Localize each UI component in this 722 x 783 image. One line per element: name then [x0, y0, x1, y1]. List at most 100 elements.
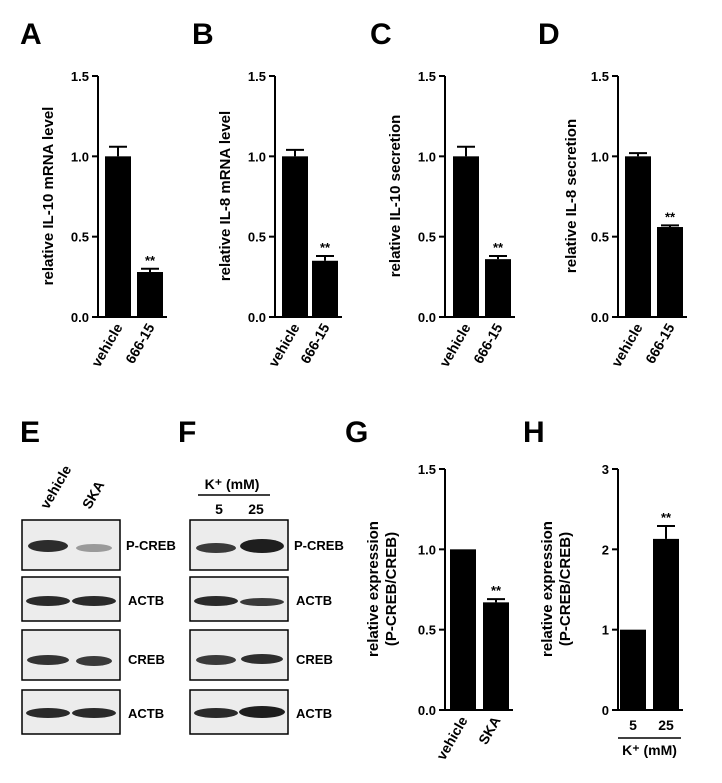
panel-letter-g: G — [345, 416, 368, 449]
blot-band — [76, 656, 112, 666]
band-label-actb: ACTB — [128, 593, 164, 608]
y-tick-label: 0.0 — [418, 703, 436, 718]
x-category-label: vehicle — [88, 320, 126, 369]
significance-marker: ** — [493, 240, 504, 255]
bar-control — [625, 156, 651, 317]
x-category-label: 25 — [658, 717, 674, 733]
x-category-label: 666-15 — [642, 320, 678, 366]
bar-control — [620, 629, 646, 710]
bar-control — [105, 156, 131, 317]
blot-band — [194, 708, 238, 718]
chart-panel-c: 0.0 0.5 1.0 1.5 relative IL-10 secretion vehi… — [387, 69, 515, 370]
y-tick-label: 1.5 — [418, 69, 436, 84]
band-label-pcreb: P-CREB — [126, 538, 176, 553]
y-axis-title: relative IL-8 mRNA level — [217, 111, 234, 281]
x-category-label: 666-15 — [122, 320, 158, 366]
blot-band — [72, 708, 116, 718]
y-tick-label: 1.0 — [248, 149, 266, 164]
blot-band — [28, 540, 68, 552]
bar-control — [282, 156, 308, 317]
blot-band — [26, 596, 70, 606]
y-tick-label: 1.0 — [591, 149, 609, 164]
y-tick-label: 0.0 — [248, 310, 266, 325]
bar-treatment — [657, 227, 683, 317]
y-tick-label: 0.5 — [71, 230, 89, 245]
significance-marker: ** — [665, 209, 676, 224]
x-category-label: vehicle — [265, 320, 303, 369]
bar-treatment — [312, 260, 338, 317]
chart-panel-g: 0.0 0.5 1.0 1.5 relative expression (P-CREB/C… — [365, 462, 513, 763]
significance-marker: ** — [320, 240, 331, 255]
significance-marker: ** — [491, 583, 502, 598]
blot-lane-label-5: 5 — [215, 501, 223, 517]
western-blot-panel-e: vehicle SKA P-CREB ACTB CREB ACTB — [21, 462, 176, 735]
y-tick-label: 1.5 — [71, 69, 89, 84]
band-label-actb: ACTB — [128, 706, 164, 721]
blot-band — [240, 598, 284, 606]
y-tick-label: 2 — [602, 542, 609, 557]
blot-band — [194, 596, 238, 606]
x-category-label: vehicle — [436, 320, 474, 369]
blot-header-k-conc: K⁺ (mM) — [205, 476, 260, 492]
bar-treatment — [137, 272, 163, 317]
blot-band — [240, 539, 284, 553]
panel-letter-h: H — [523, 416, 545, 449]
y-tick-label: 1.5 — [418, 462, 436, 477]
y-axis-title-line2: (P-CREB/CREB) — [383, 532, 400, 646]
x-category-label: 666-15 — [297, 320, 333, 366]
bar-control — [453, 156, 479, 317]
blot-band — [196, 655, 236, 665]
blot-band — [241, 654, 283, 664]
chart-panel-d: 0.0 0.5 1.0 1.5 relative IL-8 secretion vehic… — [563, 69, 687, 370]
bar-treatment — [483, 602, 509, 710]
panel-letter-a: A — [20, 18, 42, 51]
blot-band — [27, 655, 69, 665]
x-category-label: vehicle — [608, 320, 646, 369]
y-tick-label: 1.5 — [248, 69, 266, 84]
blot-band — [239, 706, 285, 718]
blot-band — [76, 544, 112, 552]
y-tick-label: 0.0 — [418, 310, 436, 325]
y-tick-label: 0.0 — [591, 310, 609, 325]
y-tick-label: 0.5 — [591, 230, 609, 245]
x-category-label: SKA — [475, 714, 504, 748]
x-axis-title: K⁺ (mM) — [622, 742, 677, 758]
chart-panel-b: 0.0 0.5 1.0 1.5 relative IL-8 mRNA level vehi… — [217, 69, 342, 370]
panel-letter-f: F — [178, 416, 196, 449]
band-label-actb: ACTB — [296, 593, 332, 608]
panel-letter-d: D — [538, 18, 560, 51]
y-tick-label: 0 — [602, 703, 609, 718]
panel-letter-b: B — [192, 18, 214, 51]
band-label-pcreb: P-CREB — [294, 538, 344, 553]
y-axis-title: relative IL-8 secretion — [563, 119, 580, 273]
y-axis-title: relative expression — [539, 521, 556, 657]
y-tick-label: 0.5 — [248, 230, 266, 245]
y-tick-label: 0.5 — [418, 230, 436, 245]
y-tick-label: 1 — [602, 623, 609, 638]
y-axis-title-line2: (P-CREB/CREB) — [557, 532, 574, 646]
bar-treatment — [485, 259, 511, 317]
band-label-creb: CREB — [128, 652, 165, 667]
chart-panel-h: 0 1 2 3 relative expression (P-CREB/CREB) 5 ** 2… — [539, 462, 683, 758]
y-axis-title: relative expression — [365, 521, 382, 657]
x-category-label: 666-15 — [470, 320, 506, 366]
y-tick-label: 0.5 — [418, 623, 436, 638]
panel-letter-e: E — [20, 416, 40, 449]
significance-marker: ** — [145, 253, 156, 268]
x-category-label: 5 — [629, 717, 637, 733]
y-tick-label: 3 — [602, 462, 609, 477]
y-tick-label: 1.0 — [418, 149, 436, 164]
blot-band — [72, 596, 116, 606]
panel-letter-c: C — [370, 18, 392, 51]
blot-band — [26, 708, 70, 718]
western-blot-panel-f: K⁺ (mM) 5 25 P-CREB ACTB CREB ACTB — [189, 476, 344, 735]
y-axis-title: relative IL-10 secretion — [387, 115, 404, 278]
band-label-actb: ACTB — [296, 706, 332, 721]
y-tick-label: 1.0 — [71, 149, 89, 164]
band-label-creb: CREB — [296, 652, 333, 667]
bar-treatment — [653, 538, 679, 710]
blot-lane-label-vehicle: vehicle — [37, 462, 75, 511]
blot-lane-label-ska: SKA — [79, 478, 108, 512]
x-category-label: vehicle — [433, 713, 471, 762]
